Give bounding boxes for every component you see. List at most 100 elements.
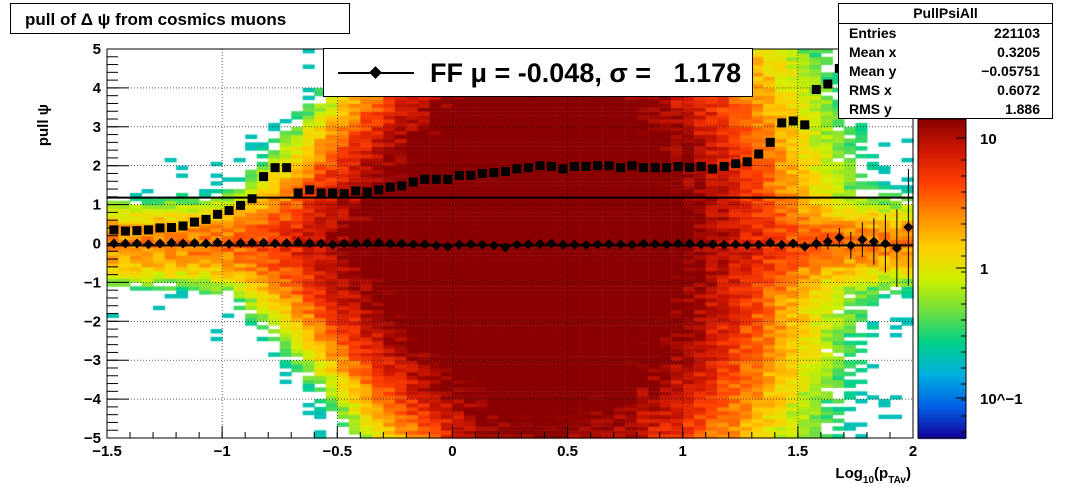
chart-title: pull of Δ ψ from cosmics muons	[25, 10, 287, 29]
mean-point	[316, 238, 327, 249]
mean-point	[212, 237, 223, 248]
mean-point	[511, 239, 522, 250]
sigma-point	[811, 84, 821, 94]
stats-value: −0.05751	[981, 63, 1040, 79]
x-tick-label: 0	[448, 443, 456, 460]
sigma-point	[650, 163, 660, 173]
sigma-point	[765, 137, 775, 147]
sigma-point	[742, 157, 752, 167]
mean-point	[834, 232, 845, 243]
mean-point	[788, 238, 799, 249]
sigma-point	[558, 164, 568, 174]
sigma-point	[569, 161, 579, 171]
sigma-point	[719, 161, 729, 171]
sigma-point	[143, 225, 153, 235]
stats-row-entries: Entries 221103	[839, 24, 1052, 43]
y-tick-label: 3	[93, 119, 101, 136]
y-tick-label: 4	[93, 80, 102, 97]
stats-key: RMS x	[849, 82, 892, 98]
sigma-point	[639, 163, 649, 173]
sigma-point	[374, 185, 384, 195]
color-bar-label: 10^−1	[980, 391, 1023, 408]
sigma-point	[155, 223, 165, 233]
sigma-point	[132, 226, 142, 236]
mean-point	[523, 239, 534, 250]
mean-point	[201, 238, 211, 249]
sigma-point	[109, 225, 119, 235]
sigma-point	[270, 163, 280, 173]
sigma-point	[420, 174, 430, 184]
mean-point	[799, 241, 810, 252]
x-tick-label: −1	[214, 443, 231, 460]
sigma-point	[351, 186, 361, 196]
mean-point	[235, 238, 246, 249]
mean-point	[684, 238, 695, 249]
mean-point	[465, 239, 476, 250]
x-tick-label: 1	[679, 443, 687, 460]
sigma-point	[489, 168, 499, 178]
sigma-point	[385, 182, 395, 192]
sigma-point	[788, 116, 798, 126]
mean-point	[776, 239, 787, 250]
mean-point	[661, 239, 672, 250]
sigma-point	[328, 188, 338, 198]
mean-point	[431, 240, 442, 251]
y-tick-label: −3	[84, 352, 101, 369]
legend-box: FF μ = -0.048, σ = 1.178	[323, 48, 753, 97]
y-tick-label: −1	[84, 274, 101, 291]
mean-point	[224, 238, 235, 249]
mean-point	[592, 239, 603, 250]
mean-point	[891, 243, 902, 254]
mean-point	[189, 238, 200, 249]
mean-point	[385, 238, 396, 249]
sigma-point	[535, 161, 545, 171]
legend-marker	[369, 66, 382, 79]
mean-point	[396, 238, 407, 249]
sigma-point	[443, 174, 453, 184]
sigma-point	[454, 170, 464, 180]
mean-point	[719, 239, 730, 250]
mean-point	[143, 239, 154, 250]
mean-point	[880, 238, 891, 249]
mean-point	[500, 242, 511, 253]
color-bar-label: 1	[980, 261, 988, 278]
sigma-point	[823, 79, 833, 89]
color-bar-label: 10	[980, 131, 997, 148]
sigma-point	[673, 161, 683, 171]
mean-point	[673, 238, 684, 249]
mean-point	[581, 240, 591, 251]
mean-point	[373, 237, 384, 248]
mean-point	[327, 239, 338, 250]
x-tick-label: 0.5	[557, 443, 578, 460]
mean-point	[627, 239, 638, 250]
sigma-point	[213, 209, 223, 219]
mean-point	[454, 239, 465, 250]
legend-text: FF μ = -0.048, σ = 1.178	[430, 58, 742, 88]
sigma-point	[800, 120, 810, 130]
sigma-point	[166, 223, 176, 233]
mean-point	[707, 239, 718, 250]
sigma-point	[305, 185, 315, 195]
x-tick-label: −0.5	[322, 443, 352, 460]
mean-point	[615, 239, 626, 250]
y-tick-label: −4	[84, 391, 102, 408]
stats-value: 1.886	[1004, 101, 1040, 117]
stats-row-rms-y: RMS y 1.886	[839, 100, 1052, 119]
mean-point	[270, 238, 281, 249]
sigma-point	[777, 118, 787, 128]
sigma-point	[754, 149, 764, 159]
sigma-point	[512, 164, 522, 174]
mean-point	[304, 238, 315, 249]
stats-row-mean-y: Mean y −0.05751	[839, 62, 1052, 81]
x-tick-label: 1.5	[787, 443, 808, 460]
mean-point	[258, 237, 269, 248]
sigma-point	[397, 181, 407, 191]
mean-point	[108, 238, 119, 249]
x-axis-label: Log10(pTAv)	[835, 465, 911, 486]
mean-point	[696, 239, 707, 250]
x-tick-label: 2	[909, 443, 917, 460]
stats-value: 0.6072	[997, 82, 1040, 98]
y-axis-label: pull ψ	[35, 104, 52, 146]
stats-value: 221103	[994, 25, 1040, 41]
mean-point	[868, 236, 879, 247]
